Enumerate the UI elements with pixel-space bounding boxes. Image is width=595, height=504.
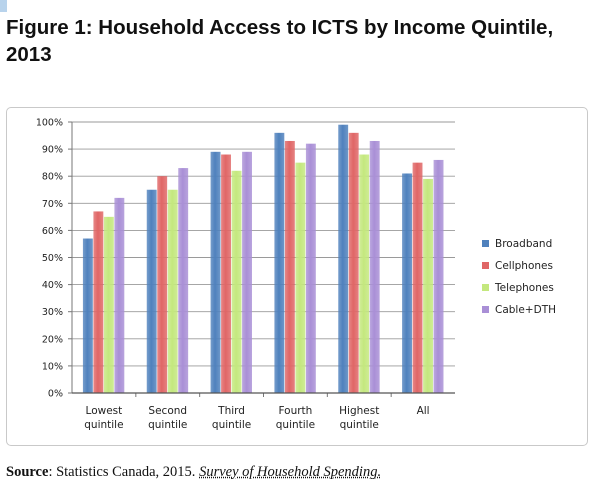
y-tick-label: 0% [48,389,63,400]
x-tick-label: quintile [148,419,187,431]
bar-telephones [423,178,433,393]
bar-telephones [167,189,178,393]
bar-cable-dth [433,159,444,393]
x-tick-label: All [417,405,430,417]
legend-swatch [482,240,489,247]
source-label: Source [6,464,49,480]
bar-cellphones [412,162,423,393]
source-note: Source: Statistics Canada, 2015. Survey … [6,464,381,481]
y-tick-label: 60% [42,226,63,237]
x-tick-label: Third [217,405,245,417]
legend-swatch [482,262,489,269]
y-tick-label: 50% [42,253,63,264]
y-tick-label: 100% [36,118,63,129]
bar-cellphones [157,176,168,393]
x-tick-label: quintile [276,419,315,431]
bar-cellphones [348,132,359,393]
source-text: : Statistics Canada, 2015. [48,464,200,480]
bar-telephones [359,154,370,393]
x-tick-label: quintile [212,419,251,431]
bar-broadband [402,173,412,393]
bar-telephones [103,216,114,393]
x-tick-label: quintile [340,419,379,431]
bar-cable-dth [178,168,189,393]
bar-broadband [82,238,93,393]
bar-cellphones [284,140,295,393]
bar-broadband [146,189,157,393]
x-tick-label: quintile [84,419,123,431]
bar-cable-dth [114,197,125,393]
bar-cable-dth [305,143,316,393]
bar-cable-dth [369,140,380,393]
legend-swatch [482,306,489,313]
x-tick-label: Lowest [86,405,123,417]
bar-broadband [338,124,349,394]
y-tick-label: 70% [42,199,63,210]
y-tick-label: 90% [42,145,63,156]
y-tick-label: 40% [42,280,63,291]
legend-label: Broadband [495,238,552,250]
bar-cable-dth [242,151,252,393]
legend-label: Cellphones [495,260,553,272]
bar-telephones [295,162,306,393]
y-tick-label: 20% [42,334,63,345]
legend-label: Telephones [494,282,554,294]
source-publication-link[interactable]: Survey of Household Spending. [199,464,382,480]
y-tick-label: 80% [42,172,63,183]
y-tick-label: 30% [42,307,63,318]
corner-marker [0,0,7,12]
bar-cellphones [93,211,104,393]
figure-title: Figure 1: Household Access to ICTS by In… [6,16,554,66]
legend-swatch [482,284,489,291]
bar-telephones [231,170,242,393]
bar-broadband [210,151,221,393]
x-tick-label: Fourth [278,405,312,417]
x-tick-label: Highest [339,405,379,417]
bar-cellphones [221,154,231,393]
x-tick-label: Second [148,405,187,417]
bar-broadband [274,132,285,393]
y-tick-label: 10% [42,361,63,372]
legend-label: Cable+DTH [495,304,556,316]
